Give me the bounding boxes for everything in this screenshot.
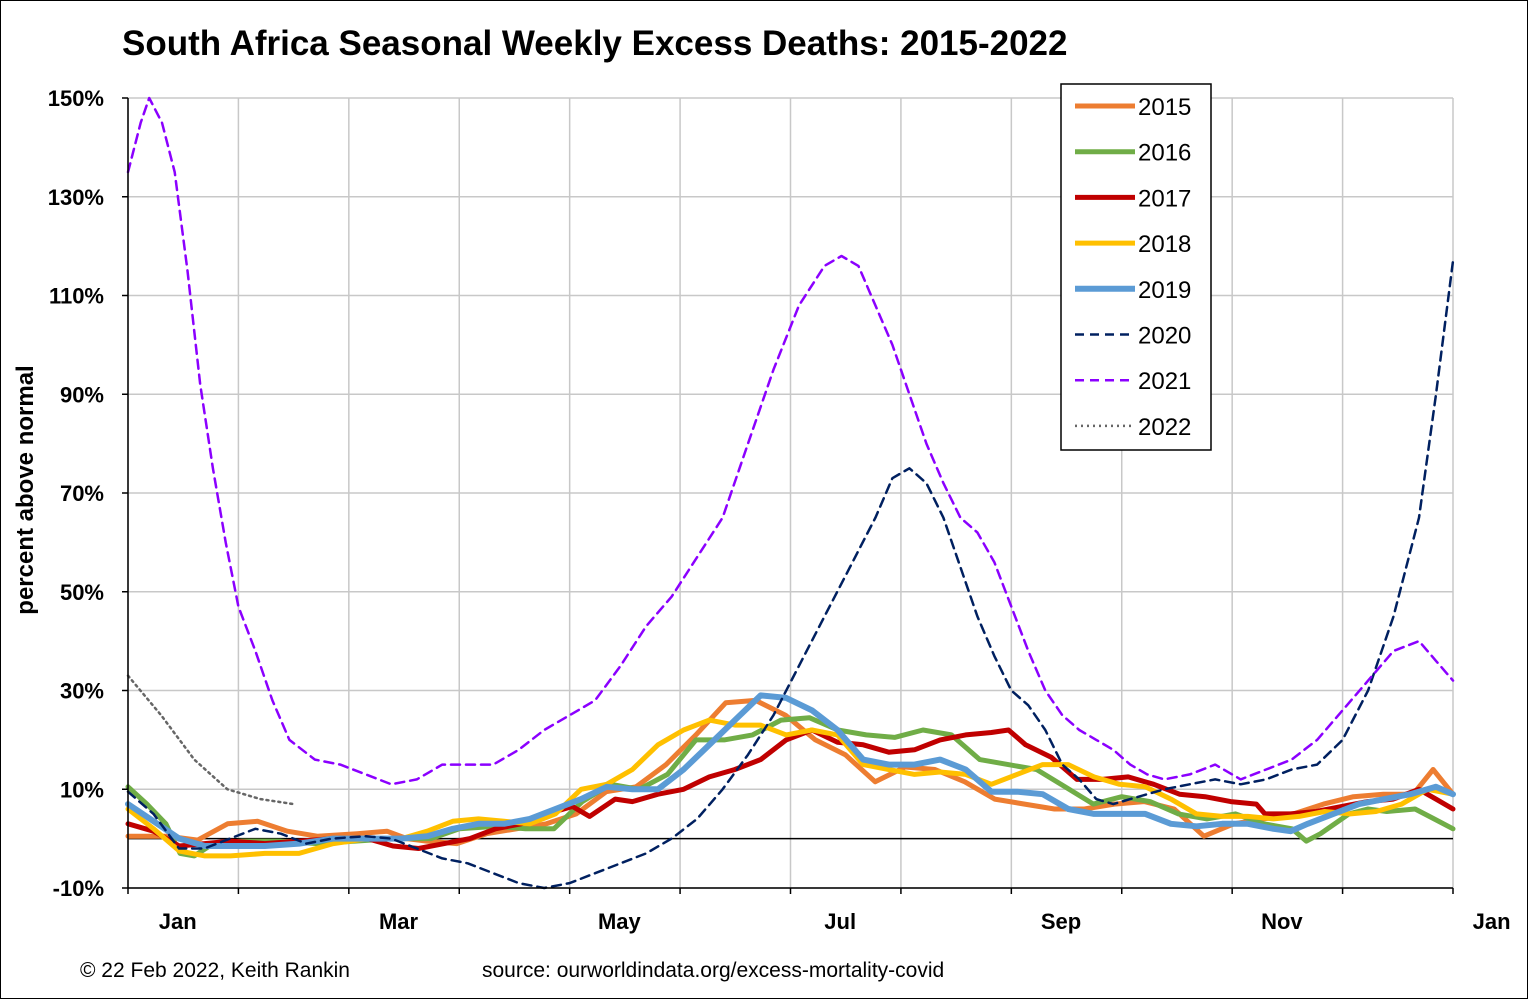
y-tick-label: 130% <box>48 185 104 210</box>
x-tick-label: Jul <box>824 909 856 934</box>
x-tick-label: Mar <box>379 909 419 934</box>
legend-label-2022: 2022 <box>1138 414 1191 441</box>
y-tick-label: 50% <box>60 580 104 605</box>
legend: 2015 2016 2017 2018 2019 2020 2021 2022 <box>1060 83 1212 451</box>
legend-label-2021: 2021 <box>1138 368 1191 395</box>
x-tick-label: Sep <box>1041 909 1081 934</box>
y-axis-label: percent above normal <box>12 365 39 614</box>
x-tick-label: Nov <box>1261 909 1303 934</box>
y-tick-label: 90% <box>60 382 104 407</box>
legend-label-2019: 2019 <box>1138 277 1191 304</box>
copyright-text: © 22 Feb 2022, Keith Rankin <box>80 959 350 982</box>
y-tick-label: 150% <box>48 86 104 111</box>
legend-label-2018: 2018 <box>1138 231 1191 258</box>
legend-box <box>1060 83 1212 451</box>
x-tick-label: Jan <box>1473 909 1511 934</box>
y-tick-label: 10% <box>60 777 104 802</box>
chart-title: South Africa Seasonal Weekly Excess Deat… <box>122 24 1067 63</box>
source-text: source: ourworldindata.org/excess-mortal… <box>482 959 944 982</box>
x-tick-label: Jan <box>159 909 197 934</box>
y-tick-label: 70% <box>60 481 104 506</box>
legend-label-2020: 2020 <box>1138 323 1191 350</box>
legend-label-2015: 2015 <box>1138 94 1191 121</box>
gridlines <box>127 97 1454 889</box>
axes: -10% 10% 30% 50% 70% 90% 110% 130% 150% Jan Mar May… <box>48 86 1511 934</box>
x-tick-label: May <box>598 909 642 934</box>
series-line-2017 <box>125 727 1456 851</box>
y-tick-label: 110% <box>49 284 104 309</box>
series-line-2021 <box>126 96 1455 786</box>
legend-label-2017: 2017 <box>1138 185 1191 212</box>
series-lines <box>125 96 1456 890</box>
series-line-2020 <box>126 259 1455 890</box>
y-tick-label: -10% <box>53 876 104 901</box>
y-tick-label: 30% <box>60 679 104 704</box>
legend-label-2016: 2016 <box>1138 140 1191 167</box>
series-line-2022 <box>126 674 295 806</box>
